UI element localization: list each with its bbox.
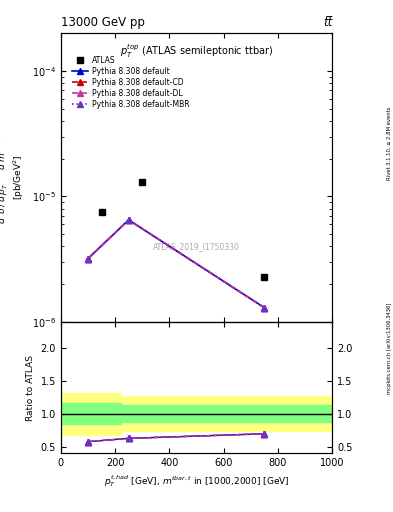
ATLAS: [262, 273, 266, 280]
Pythia 8.308 default-DL: [86, 255, 90, 262]
X-axis label: $p_T^{t,had}$ [GeV], $m^{tbar,t}$ in [1000,2000] [GeV]: $p_T^{t,had}$ [GeV], $m^{tbar,t}$ in [10…: [104, 474, 289, 489]
ATLAS: [99, 209, 104, 215]
Pythia 8.308 default-CD: [86, 255, 90, 262]
Pythia 8.308 default: [262, 305, 266, 311]
Pythia 8.308 default-MBR: [262, 305, 266, 311]
Pythia 8.308 default-CD: [126, 217, 131, 223]
Pythia 8.308 default-CD: [262, 305, 266, 311]
Pythia 8.308 default: [126, 217, 131, 223]
Pythia 8.308 default-MBR: [126, 217, 131, 223]
Line: Pythia 8.308 default: Pythia 8.308 default: [84, 217, 268, 311]
Text: 13000 GeV pp: 13000 GeV pp: [61, 15, 145, 29]
Text: ATLAS_2019_I1750330: ATLAS_2019_I1750330: [153, 242, 240, 251]
Pythia 8.308 default-DL: [262, 305, 266, 311]
Text: tt̅: tt̅: [323, 15, 332, 29]
Text: mcplots.cern.ch [arXiv:1306.3436]: mcplots.cern.ch [arXiv:1306.3436]: [387, 303, 392, 394]
ATLAS: [140, 179, 145, 185]
Y-axis label: Ratio to ATLAS: Ratio to ATLAS: [26, 354, 35, 420]
Line: ATLAS: ATLAS: [98, 179, 268, 280]
Pythia 8.308 default-DL: [126, 217, 131, 223]
Pythia 8.308 default-MBR: [86, 255, 90, 262]
Line: Pythia 8.308 default-CD: Pythia 8.308 default-CD: [84, 217, 268, 311]
Y-axis label: $d^2\sigma\,/\,d\,p_T^{t,had}\,d\,m^{tbar,t}$
[pb/GeV$^2$]: $d^2\sigma\,/\,d\,p_T^{t,had}\,d\,m^{tba…: [0, 132, 26, 224]
Line: Pythia 8.308 default-MBR: Pythia 8.308 default-MBR: [84, 217, 268, 311]
Text: Rivet 3.1.10, ≥ 2.8M events: Rivet 3.1.10, ≥ 2.8M events: [387, 106, 392, 180]
Pythia 8.308 default: [86, 255, 90, 262]
Line: Pythia 8.308 default-DL: Pythia 8.308 default-DL: [84, 217, 268, 311]
Legend: ATLAS, Pythia 8.308 default, Pythia 8.308 default-CD, Pythia 8.308 default-DL, P: ATLAS, Pythia 8.308 default, Pythia 8.30…: [70, 54, 191, 110]
Text: $p_T^{top}$ (ATLAS semileptonic ttbar): $p_T^{top}$ (ATLAS semileptonic ttbar): [120, 42, 273, 60]
